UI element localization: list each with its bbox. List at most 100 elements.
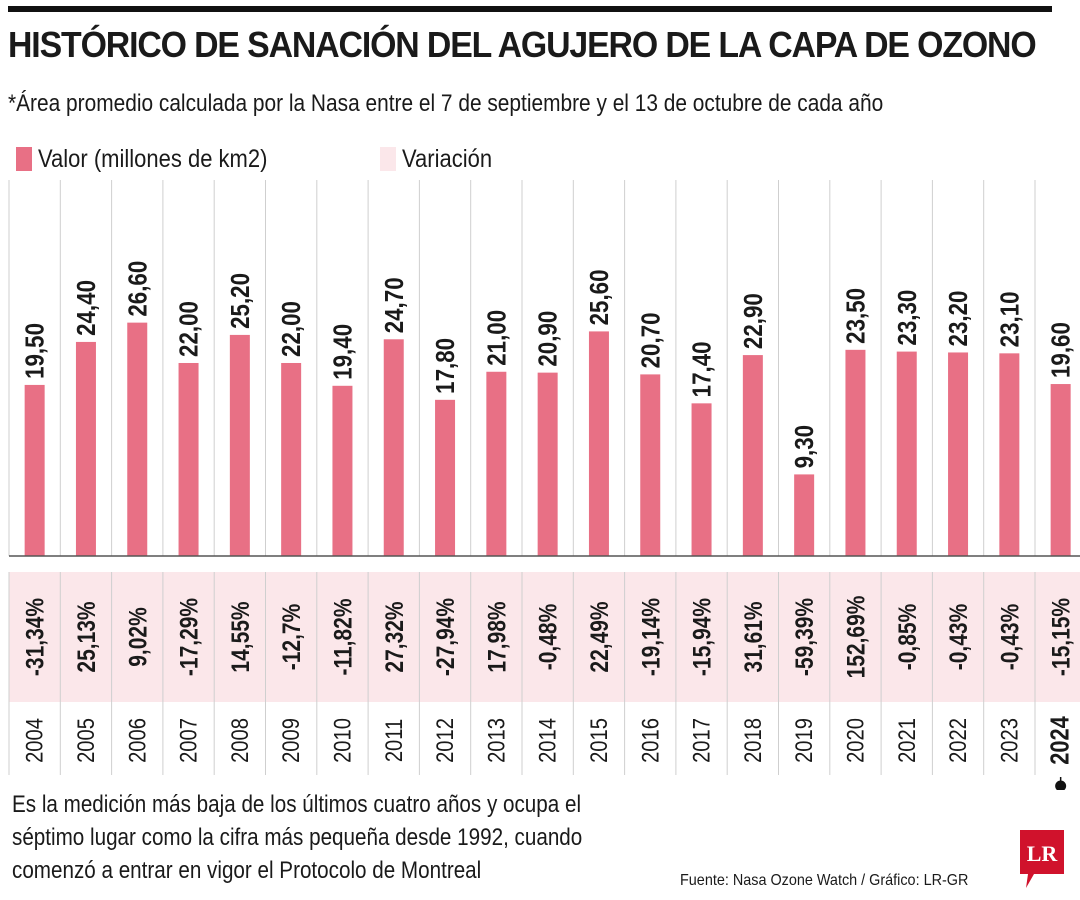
- variation-label: -11,82%: [329, 598, 357, 675]
- annotation-note: Es la medición más baja de los últimos c…: [12, 788, 631, 887]
- variation-label: 31,61%: [739, 601, 767, 672]
- bar-value-label: 23,30: [893, 290, 922, 346]
- year-tick-label: 2010: [329, 718, 356, 763]
- bar: [281, 362, 302, 556]
- variation-label: -15,94%: [688, 598, 716, 676]
- chart-title: HISTÓRICO DE SANACIÓN DEL AGUJERO DE LA …: [8, 24, 1037, 65]
- bar-chart: 19,50 -31,34% 2004 24,40 25,13% 2005 26,60 9,02…: [8, 180, 1080, 790]
- bar-value-label: 22,00: [278, 301, 307, 357]
- variation-label: -27,94%: [431, 598, 459, 676]
- year-tick-label: 2004: [21, 718, 48, 763]
- year-tick-label: 2020: [842, 718, 869, 763]
- bar-value-label: 21,00: [483, 310, 512, 366]
- variation-label: -17,29%: [175, 598, 203, 676]
- logo-shape: [1020, 830, 1064, 888]
- bar-value-label: 22,90: [739, 293, 768, 349]
- variation-label: -0,85%: [893, 604, 921, 671]
- bar: [486, 371, 507, 556]
- year-tick-label: 2022: [944, 718, 971, 763]
- variation-label: 17,98%: [483, 601, 511, 672]
- source-credit: Fuente: Nasa Ozone Watch / Gráfico: LR-G…: [680, 872, 969, 889]
- bar: [588, 331, 609, 556]
- bar: [75, 341, 96, 556]
- year-tick-label: 2006: [124, 718, 151, 763]
- year-tick-label: 2021: [893, 718, 920, 763]
- variation-label: -0,43%: [944, 604, 972, 671]
- variation-label: -15,15%: [1047, 598, 1075, 676]
- year-tick-label: 2024: [1046, 716, 1075, 765]
- bar: [537, 372, 558, 556]
- year-tick-label: 2005: [72, 718, 99, 763]
- variation-label: 27,32%: [380, 601, 408, 672]
- year-tick-label: 2012: [431, 718, 458, 763]
- year-tick-label: 2013: [483, 718, 510, 763]
- variation-label: -12,7%: [277, 604, 305, 671]
- variation-label: 14,55%: [226, 601, 254, 672]
- bar: [794, 474, 815, 556]
- annotation-line: Es la medición más baja de los últimos c…: [12, 791, 582, 818]
- bar-value-label: 19,50: [21, 323, 50, 379]
- bar: [640, 374, 661, 556]
- legend-item-variation: Variación: [380, 144, 504, 174]
- bar-value-label: 19,60: [1047, 322, 1076, 378]
- year-tick-label: 2014: [534, 718, 561, 763]
- legend-swatch-value: [16, 147, 32, 171]
- bar: [332, 385, 353, 556]
- leader-dot: [1055, 780, 1067, 790]
- variation-label: -19,14%: [637, 598, 665, 676]
- chart-subtitle: *Área promedio calculada por la Nasa ent…: [8, 90, 884, 117]
- year-tick-label: 2015: [585, 718, 612, 763]
- bar-value-label: 23,50: [842, 288, 871, 344]
- bar-value-label: 24,70: [380, 277, 409, 333]
- year-tick-label: 2018: [739, 718, 766, 763]
- bar: [691, 403, 712, 556]
- year-tick-label: 2017: [688, 718, 715, 763]
- variation-label: -0,43%: [996, 604, 1024, 671]
- year-tick-label: 2011: [380, 719, 407, 762]
- bar: [435, 399, 456, 556]
- bar-value-label: 20,90: [534, 311, 563, 367]
- variation-label: -59,39%: [790, 598, 818, 676]
- year-tick-label: 2008: [226, 718, 253, 763]
- bar: [383, 339, 404, 556]
- year-tick-label: 2016: [637, 718, 664, 763]
- variation-label: -0,48%: [534, 604, 562, 671]
- bar: [127, 322, 148, 556]
- bar-value-label: 9,30: [791, 425, 820, 468]
- bar-value-label: 24,40: [72, 280, 101, 336]
- variation-band: [9, 572, 1080, 702]
- year-tick-label: 2023: [996, 718, 1023, 763]
- lr-logo: LR: [1020, 830, 1064, 888]
- legend-label-variation: Variación: [402, 144, 493, 173]
- bar-value-label: 22,00: [175, 301, 204, 357]
- top-rule: [8, 6, 1052, 12]
- bar: [229, 334, 250, 556]
- bar-value-label: 17,40: [688, 341, 717, 397]
- year-tick-label: 2009: [277, 718, 304, 763]
- bar-value-label: 19,40: [329, 324, 358, 380]
- bar: [178, 362, 199, 556]
- bar-value-label: 26,60: [124, 261, 153, 317]
- variation-label: 25,13%: [72, 601, 100, 672]
- legend-swatch-variation: [380, 147, 396, 171]
- bar: [845, 349, 866, 556]
- legend-label-value: Valor (millones de km2): [38, 144, 268, 173]
- bar-value-label: 20,70: [637, 312, 666, 368]
- bar-value-label: 23,10: [996, 291, 1025, 347]
- bar-value-label: 23,20: [945, 291, 974, 347]
- bar: [24, 384, 45, 556]
- legend-item-value: Valor (millones de km2): [16, 144, 299, 174]
- year-tick-label: 2007: [175, 718, 202, 763]
- bar-value-label: 25,60: [585, 269, 614, 325]
- bar: [948, 352, 969, 556]
- variation-label: 9,02%: [124, 607, 152, 667]
- variation-label: 152,69%: [842, 596, 870, 679]
- bar: [1050, 384, 1071, 556]
- annotation-line: séptimo lugar como la cifra más pequeña …: [12, 824, 583, 851]
- year-tick-label: 2019: [790, 718, 817, 763]
- bar: [742, 355, 763, 556]
- variation-label: 22,49%: [585, 601, 613, 672]
- bar-value-label: 25,20: [226, 273, 255, 329]
- bar: [999, 353, 1020, 556]
- bar: [896, 351, 917, 556]
